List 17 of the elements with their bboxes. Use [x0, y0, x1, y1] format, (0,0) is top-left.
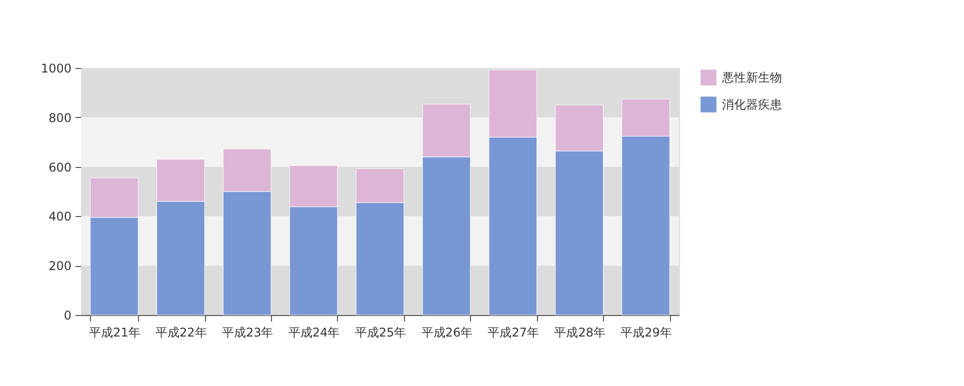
- y-tick-label: 1000: [40, 62, 72, 76]
- x-tick-label: 平成22年: [156, 326, 207, 340]
- y-tick-label: 600: [48, 160, 72, 174]
- x-tick-label: 平成29年: [620, 326, 672, 340]
- x-tick-label: 平成24年: [288, 326, 340, 340]
- x-tick-label: 平成27年: [488, 326, 540, 340]
- x-tick-label: 平成23年: [222, 326, 274, 340]
- x-tick-label: 平成25年: [354, 326, 406, 340]
- y-tick-label: 0: [64, 308, 72, 322]
- x-tick-label: 平成28年: [554, 326, 606, 340]
- legend-label: 消化器疾患: [722, 98, 782, 112]
- legend-label: 悪性新生物: [721, 70, 782, 84]
- y-tick-label: 200: [48, 259, 72, 274]
- x-tick-label: 平成26年: [421, 326, 473, 340]
- y-tick-label: 400: [48, 210, 72, 224]
- y-tick-label: 800: [48, 110, 72, 125]
- x-tick-label: 平成21年: [89, 326, 140, 340]
